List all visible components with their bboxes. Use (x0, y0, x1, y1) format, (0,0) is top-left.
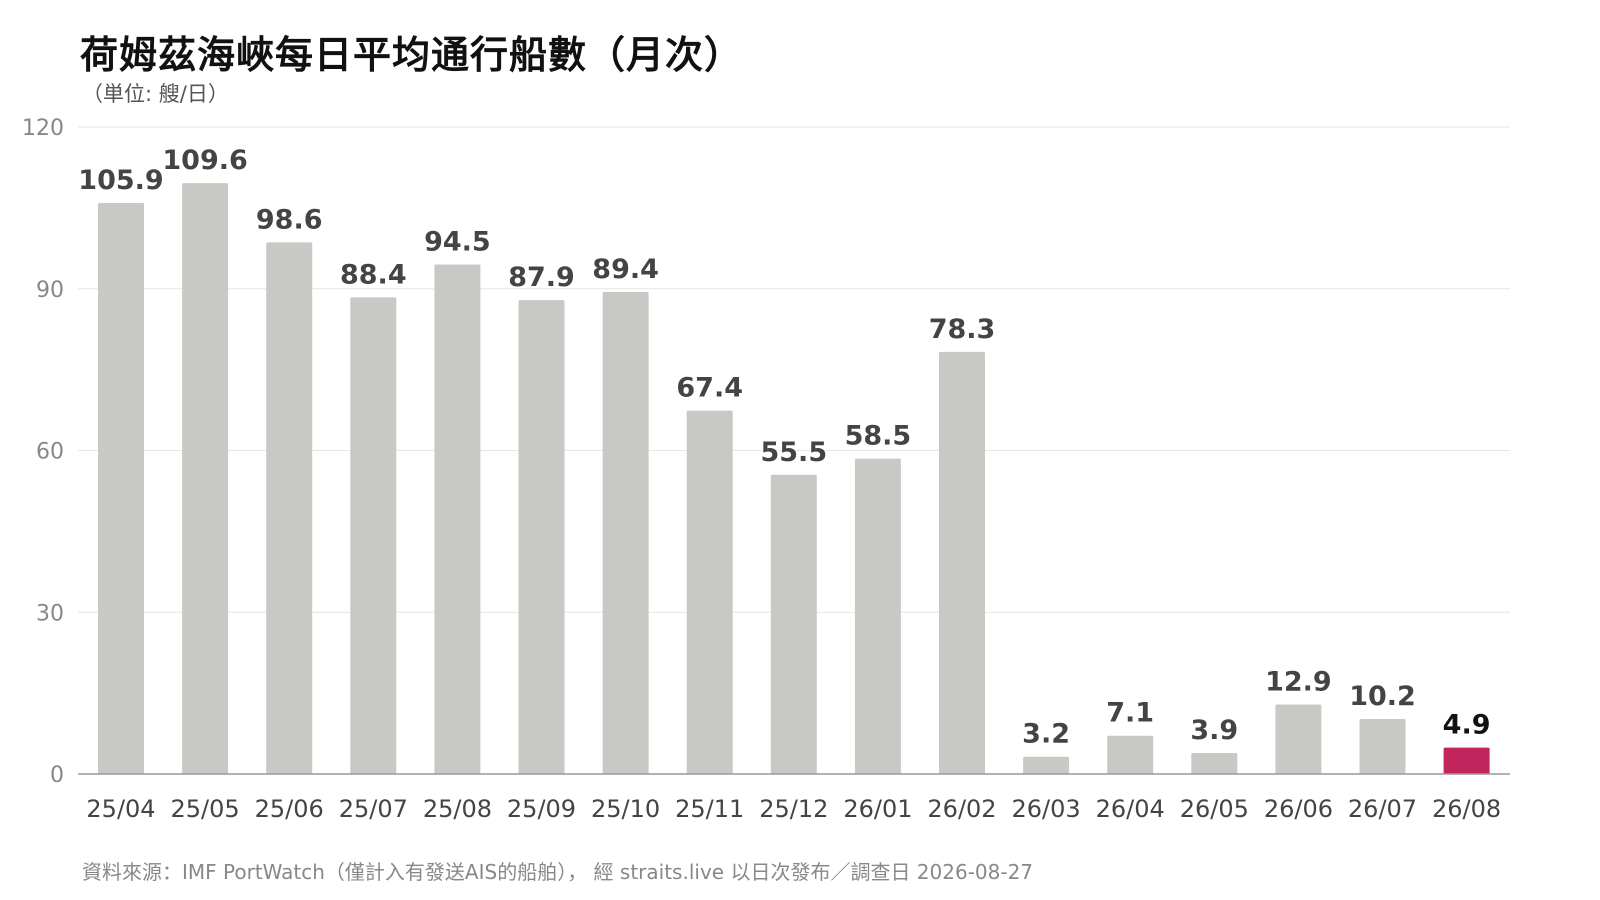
x-tick-label: 26/07 (1348, 795, 1417, 823)
source-note: 資料來源：IMF PortWatch（僅計入有發送AIS的船舶）， 經 stra… (82, 860, 1034, 884)
bar-25-07 (350, 297, 397, 774)
bar-26-01 (854, 458, 901, 774)
bar-25-06 (266, 242, 313, 775)
bar-value-label: 55.5 (760, 437, 827, 468)
bar-25-10 (602, 291, 649, 774)
bar-value-label: 10.2 (1349, 681, 1416, 712)
x-tick-label: 25/11 (675, 795, 744, 823)
chart-title: 荷姆茲海峽每日平均通行船數（月次） (80, 33, 744, 77)
bars (98, 183, 1490, 775)
x-tick-label: 25/12 (759, 795, 828, 823)
bar-25-05 (182, 183, 229, 774)
bar-value-label: 109.6 (162, 145, 247, 176)
x-tick-label: 25/08 (423, 795, 492, 823)
bar-value-label: 4.9 (1443, 710, 1491, 741)
y-tick-label: 30 (36, 601, 64, 626)
bar-value-label: 58.5 (845, 421, 912, 452)
bar-26-02 (939, 351, 985, 774)
bar-value-label: 94.5 (424, 226, 491, 257)
bar-value-label: 89.4 (592, 254, 659, 285)
bar-value-label: 88.4 (340, 259, 407, 290)
x-tick-label: 26/05 (1180, 795, 1249, 823)
bar-26-05 (1191, 752, 1238, 774)
bar-25-09 (518, 300, 565, 774)
x-tick-label: 25/05 (171, 795, 240, 823)
x-tick-label: 26/04 (1096, 795, 1165, 823)
bar-25-11 (686, 410, 733, 774)
x-tick-label: 26/08 (1432, 795, 1501, 823)
bar-value-label: 3.9 (1190, 715, 1238, 746)
x-tick-label: 26/02 (927, 795, 996, 823)
x-axis-ticks: 25/04 25/05 25/06 25/07 25/08 25/09 25/10 25/11… (86, 795, 1501, 823)
x-tick-label: 25/10 (591, 795, 660, 823)
bar-26-08 (1443, 747, 1490, 774)
y-tick-label: 120 (22, 116, 64, 141)
bar-value-label: 87.9 (508, 262, 575, 293)
x-tick-label: 25/04 (86, 795, 155, 823)
bar-value-label: 105.9 (78, 165, 163, 196)
bar-value-label: 78.3 (929, 314, 996, 345)
y-axis-ticks: 0 30 60 90 120 (22, 116, 64, 788)
x-tick-label: 25/06 (255, 795, 324, 823)
x-tick-label: 26/06 (1264, 795, 1333, 823)
x-tick-label: 25/07 (339, 795, 408, 823)
bar-26-04 (1107, 735, 1154, 774)
bar-value-label: 67.4 (676, 373, 743, 404)
bar-value-label: 3.2 (1022, 719, 1070, 750)
bar-value-label: 12.9 (1265, 666, 1332, 697)
bar-26-06 (1275, 704, 1322, 774)
chart-unit-label: （単位: 艘/日） (82, 82, 229, 106)
x-tick-label: 26/01 (843, 795, 912, 823)
bar-25-12 (770, 474, 817, 774)
bar-value-label: 98.6 (256, 204, 323, 235)
bar-value-label: 7.1 (1106, 698, 1154, 729)
y-tick-label: 0 (50, 763, 64, 788)
y-tick-label: 60 (36, 440, 64, 465)
bar-26-07 (1359, 719, 1406, 774)
y-tick-label: 90 (36, 278, 64, 303)
bar-26-03 (1023, 756, 1070, 774)
bar-25-08 (434, 264, 481, 774)
bar-25-04 (98, 203, 144, 774)
x-tick-label: 25/09 (507, 795, 576, 823)
x-tick-label: 26/03 (1012, 795, 1081, 823)
